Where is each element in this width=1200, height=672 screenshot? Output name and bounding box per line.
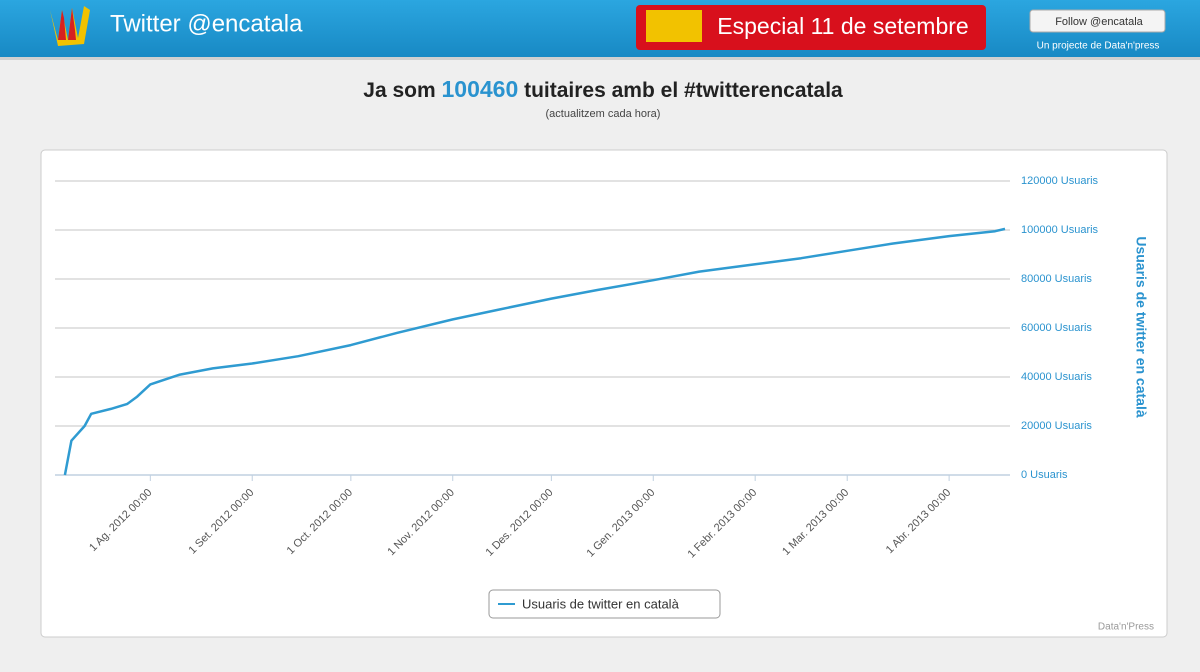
logo [50, 6, 90, 46]
series-line [63, 227, 1006, 476]
legend-box [488, 589, 721, 619]
y-axis-title: Usuaris de twitter en català [1133, 236, 1149, 418]
headline-count: 100460 [442, 76, 519, 102]
special-label[interactable]: Especial 11 de setembre [717, 13, 968, 39]
headline-after: tuitaires amb el #twitterencatala [524, 79, 843, 102]
header-bar [0, 0, 1200, 57]
chart-credit: Data'n'Press [1098, 622, 1154, 633]
y-tick-label: 20000 Usuaris [1021, 420, 1092, 432]
follow-button[interactable] [1029, 9, 1166, 33]
y-tick-label: 60000 Usuaris [1021, 322, 1092, 334]
headline-before: Ja som [363, 79, 435, 102]
y-tick-label: 0 Usuaris [1021, 469, 1068, 481]
follow-label[interactable]: Follow @encatala [1055, 16, 1143, 28]
chart-panel [40, 149, 1168, 638]
y-tick-label: 120000 Usuaris [1021, 175, 1099, 187]
headline-note: (actualitzem cada hora) [546, 108, 661, 120]
credit: Un projecte de Data'n'press [1037, 41, 1160, 52]
y-tick-label: 40000 Usuaris [1021, 371, 1092, 383]
headline: Ja som 100460 tuitaires amb el #twittere… [363, 76, 843, 102]
y-tick-label: 100000 Usuaris [1021, 224, 1099, 236]
site-title[interactable]: Twitter @encatala [110, 10, 303, 37]
special-button[interactable] [636, 5, 986, 50]
y-tick-label: 80000 Usuaris [1021, 273, 1092, 285]
special-icon [646, 10, 702, 42]
legend-label: Usuaris de twitter en català [522, 596, 680, 611]
header-shadow [0, 57, 1200, 60]
